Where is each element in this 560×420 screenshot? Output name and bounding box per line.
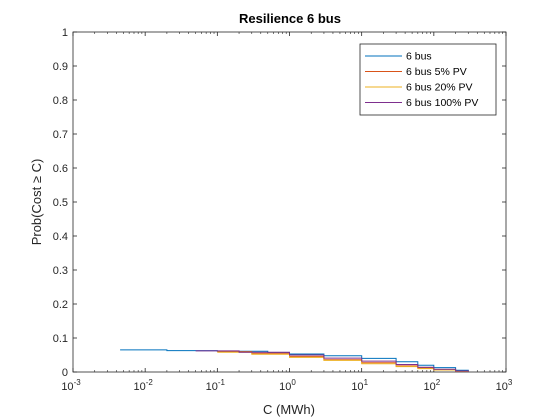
x-tick-base: 10	[61, 381, 73, 393]
y-tick-label: 0.4	[53, 231, 68, 243]
y-tick-label: 0.7	[53, 129, 68, 141]
y-tick-label: 1	[62, 27, 68, 39]
x-tick-base: 10	[496, 381, 508, 393]
x-tick-label: 10-3	[61, 378, 81, 393]
x-tick-exponent: -1	[218, 378, 226, 387]
x-tick-base: 10	[423, 381, 435, 393]
x-tick-label: 10-2	[133, 378, 153, 393]
y-tick-label: 0.3	[53, 265, 68, 277]
x-tick-base: 10	[206, 381, 218, 393]
x-tick-exponent: -2	[146, 378, 154, 387]
x-tick-label: 101	[351, 378, 368, 393]
x-tick-exponent: 2	[436, 378, 441, 387]
y-tick-label: 0.2	[53, 299, 68, 311]
x-tick-exponent: -3	[74, 378, 82, 387]
x-tick-base: 10	[279, 381, 291, 393]
x-tick-exponent: 3	[508, 378, 513, 387]
legend-label: 6 bus	[406, 51, 432, 63]
legend: 6 bus 6 bus 5% PV 6 bus 20% PV 6 bus 100% P…	[359, 43, 497, 116]
y-tick-label: 0.5	[53, 197, 68, 209]
y-tick-label: 0.6	[53, 163, 68, 175]
y-tick-label: 0.8	[53, 95, 68, 107]
x-tick-exponent: 1	[364, 378, 369, 387]
legend-label: 6 bus 20% PV	[406, 82, 473, 94]
x-axis-label: C (MWh)	[263, 402, 315, 417]
x-tick-base: 10	[351, 381, 363, 393]
legend-label: 6 bus 100% PV	[406, 97, 478, 109]
x-tick-exponent: 0	[291, 378, 296, 387]
chart-title: Resilience 6 bus	[239, 11, 341, 26]
series-group	[120, 349, 469, 372]
y-tick-label: 0.9	[53, 61, 68, 73]
x-tick-label: 100	[279, 378, 296, 393]
y-tick-label: 0	[62, 367, 68, 379]
x-tick-label: 102	[423, 378, 440, 393]
x-tick-label: 103	[496, 378, 513, 393]
series-line-4	[195, 350, 469, 372]
legend-label: 6 bus 5% PV	[406, 66, 467, 78]
x-axis: 10-3 10-2 10-1 100 101 102 103	[61, 32, 513, 393]
y-axis-label: Prob(Cost ≥ C)	[29, 159, 44, 246]
y-tick-label: 0.1	[53, 333, 68, 345]
y-axis: 0 0.1 0.2 0.3 0.4 0.5 0.6 0.7 0.8 0.9 1	[53, 27, 506, 379]
x-tick-label: 10-1	[206, 378, 226, 393]
x-tick-base: 10	[133, 381, 145, 393]
